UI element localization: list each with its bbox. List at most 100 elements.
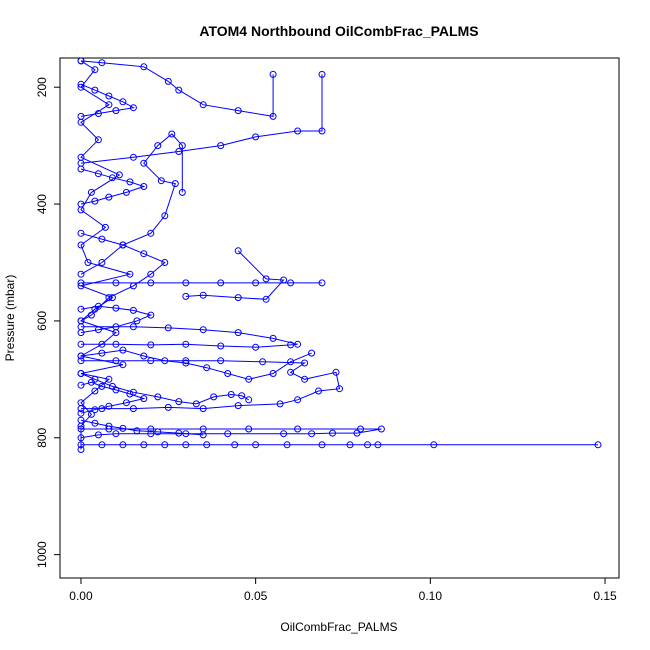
series-line-14	[80, 305, 153, 334]
data-point	[234, 247, 242, 255]
series-line-9	[80, 60, 274, 117]
data-point	[77, 357, 85, 365]
data-point	[154, 428, 162, 436]
data-point	[182, 359, 190, 367]
data-point	[161, 212, 169, 220]
data-point	[77, 340, 85, 348]
data-point	[140, 159, 148, 167]
data-point	[234, 107, 242, 115]
data-point	[252, 343, 260, 351]
data-point	[77, 279, 85, 287]
data-point	[269, 334, 277, 342]
data-point	[91, 197, 99, 205]
data-point	[77, 165, 85, 173]
plot-area	[77, 58, 602, 453]
data-point	[133, 317, 141, 325]
data-point	[119, 346, 127, 354]
data-point	[77, 434, 85, 442]
data-point	[283, 441, 291, 449]
data-point	[147, 430, 155, 438]
series-line-12	[80, 373, 249, 405]
data-point	[161, 259, 169, 266]
data-point	[112, 430, 120, 438]
data-point	[238, 392, 246, 400]
data-point	[364, 441, 371, 449]
data-point	[84, 259, 92, 266]
data-point	[77, 409, 85, 417]
data-point	[294, 425, 302, 433]
data-point	[77, 58, 85, 65]
data-point	[269, 112, 277, 120]
series-line-10	[80, 133, 183, 275]
series-line-18	[80, 419, 204, 436]
data-point	[353, 429, 361, 437]
data-point	[318, 279, 326, 287]
data-point	[147, 341, 155, 349]
data-point	[161, 441, 169, 449]
data-point	[182, 292, 190, 300]
data-point	[94, 431, 102, 439]
data-point	[182, 279, 190, 287]
data-point	[294, 340, 302, 348]
data-point	[318, 441, 326, 449]
data-point	[98, 382, 106, 390]
data-point	[91, 419, 99, 427]
data-point	[98, 235, 106, 243]
data-point	[105, 375, 113, 383]
data-point	[105, 101, 113, 109]
data-point	[168, 130, 176, 138]
data-point	[199, 291, 207, 299]
data-point	[217, 342, 225, 350]
data-point	[161, 357, 169, 365]
data-point	[147, 279, 155, 287]
data-point	[112, 323, 120, 331]
data-point	[77, 425, 85, 433]
data-point	[199, 326, 207, 334]
data-point	[147, 229, 155, 237]
data-point	[126, 270, 134, 278]
data-point	[294, 396, 302, 404]
data-point	[199, 405, 207, 413]
data-point	[112, 386, 120, 394]
data-point	[105, 193, 113, 201]
data-point	[140, 395, 148, 403]
data-point	[122, 188, 130, 196]
data-point	[129, 153, 137, 161]
data-point	[87, 410, 95, 418]
data-point	[210, 393, 218, 401]
data-point	[119, 441, 127, 449]
series-line-8	[80, 74, 323, 164]
data-point	[182, 441, 190, 449]
data-point	[234, 402, 242, 410]
data-point	[77, 370, 85, 377]
data-point	[119, 361, 127, 369]
data-point	[129, 306, 137, 314]
data-point	[77, 317, 85, 325]
data-point	[346, 441, 354, 449]
data-point	[98, 59, 106, 67]
data-point	[91, 387, 99, 395]
data-point	[234, 294, 242, 302]
data-point	[199, 431, 207, 439]
data-point	[332, 368, 340, 376]
data-point	[287, 341, 295, 349]
data-point	[252, 441, 260, 449]
data-point	[147, 270, 155, 278]
data-point	[140, 63, 148, 71]
data-point	[164, 403, 172, 411]
data-point	[276, 400, 284, 408]
series-line-13	[80, 349, 312, 380]
data-point	[224, 370, 232, 377]
data-point	[77, 405, 85, 413]
data-point	[112, 107, 120, 115]
data-point	[77, 352, 85, 360]
data-point	[94, 302, 102, 310]
data-point	[262, 295, 270, 303]
data-point	[192, 400, 200, 408]
data-point	[94, 326, 102, 334]
data-point	[308, 430, 316, 438]
x-tick-label: 0.10	[419, 589, 443, 603]
data-point	[203, 364, 211, 372]
data-point	[77, 446, 85, 453]
